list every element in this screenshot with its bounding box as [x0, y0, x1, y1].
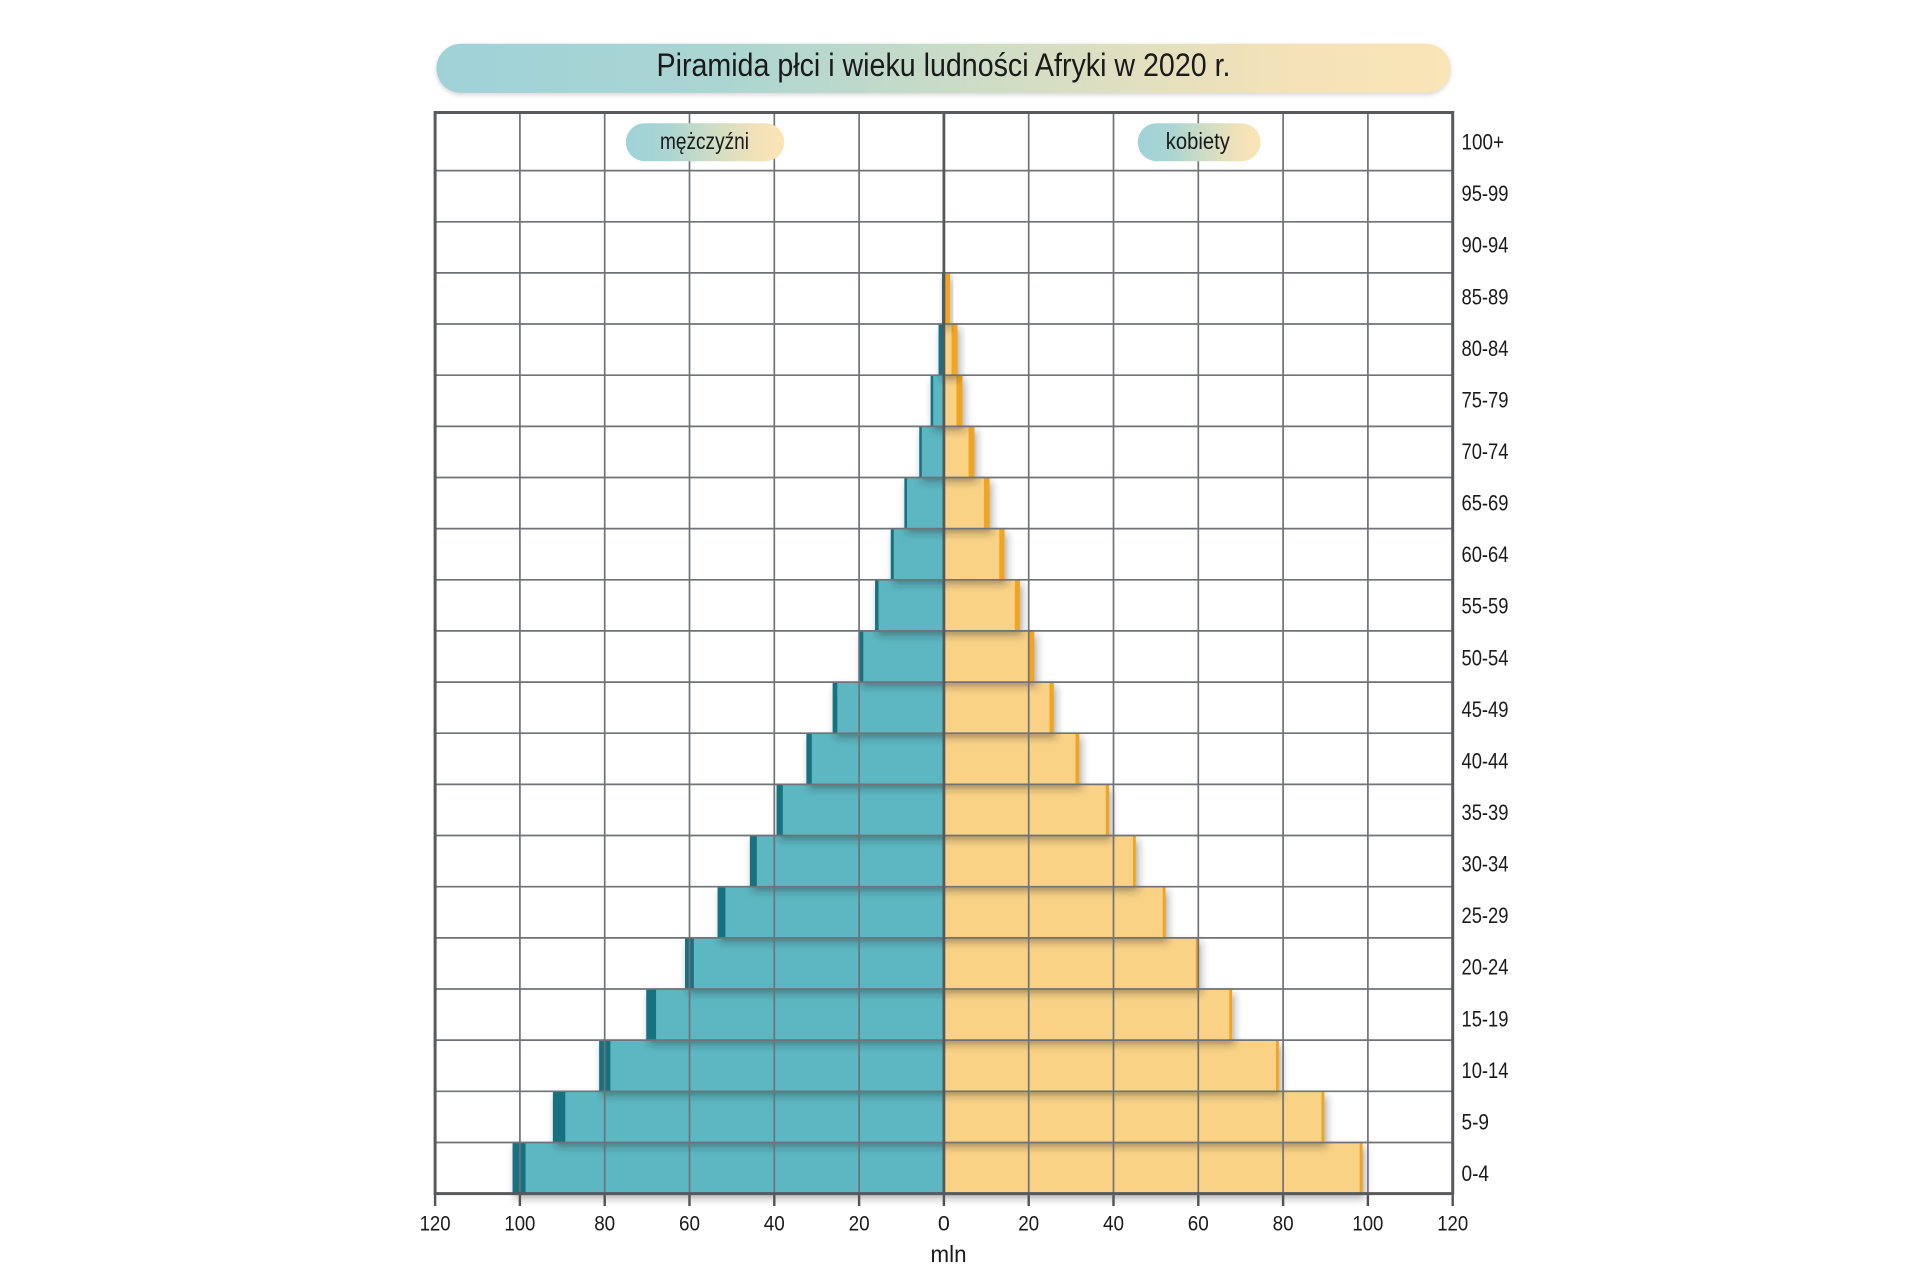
svg-text:45-49: 45-49	[1462, 697, 1509, 722]
svg-text:20-24: 20-24	[1462, 955, 1509, 980]
svg-text:40: 40	[1103, 1212, 1124, 1236]
svg-text:40: 40	[764, 1212, 785, 1236]
svg-text:120: 120	[420, 1212, 451, 1236]
svg-text:95-99: 95-99	[1462, 181, 1509, 206]
svg-text:65-69: 65-69	[1462, 491, 1509, 516]
svg-text:100: 100	[1352, 1212, 1383, 1236]
svg-text:100+: 100+	[1462, 130, 1505, 155]
svg-text:20: 20	[1018, 1212, 1039, 1236]
svg-text:kobiety: kobiety	[1166, 128, 1230, 154]
svg-text:60-64: 60-64	[1462, 542, 1509, 567]
svg-text:60: 60	[1188, 1212, 1209, 1236]
svg-text:55-59: 55-59	[1462, 594, 1509, 619]
svg-text:30-34: 30-34	[1462, 852, 1509, 877]
svg-text:80: 80	[1273, 1212, 1294, 1236]
svg-text:Piramida płci i wieku ludności: Piramida płci i wieku ludności Afryki w …	[657, 47, 1231, 83]
svg-text:mln: mln	[931, 1241, 967, 1267]
svg-text:90-94: 90-94	[1462, 233, 1509, 258]
svg-text:mężczyźni: mężczyźni	[660, 128, 749, 154]
svg-text:20: 20	[849, 1212, 870, 1236]
svg-text:100: 100	[504, 1212, 535, 1236]
svg-text:85-89: 85-89	[1462, 284, 1509, 309]
svg-text:70-74: 70-74	[1462, 439, 1509, 464]
svg-text:75-79: 75-79	[1462, 388, 1509, 413]
svg-text:80-84: 80-84	[1462, 336, 1509, 361]
svg-text:60: 60	[679, 1212, 700, 1236]
svg-text:80: 80	[594, 1212, 615, 1236]
svg-text:50-54: 50-54	[1462, 645, 1509, 670]
svg-text:15-19: 15-19	[1462, 1006, 1509, 1031]
svg-text:25-29: 25-29	[1462, 903, 1509, 928]
svg-text:5-9: 5-9	[1462, 1109, 1490, 1134]
svg-text:0-4: 0-4	[1462, 1161, 1490, 1186]
svg-text:35-39: 35-39	[1462, 800, 1509, 825]
svg-text:0: 0	[938, 1212, 950, 1236]
svg-text:120: 120	[1437, 1212, 1468, 1236]
svg-text:10-14: 10-14	[1462, 1058, 1509, 1083]
svg-text:40-44: 40-44	[1462, 748, 1509, 773]
